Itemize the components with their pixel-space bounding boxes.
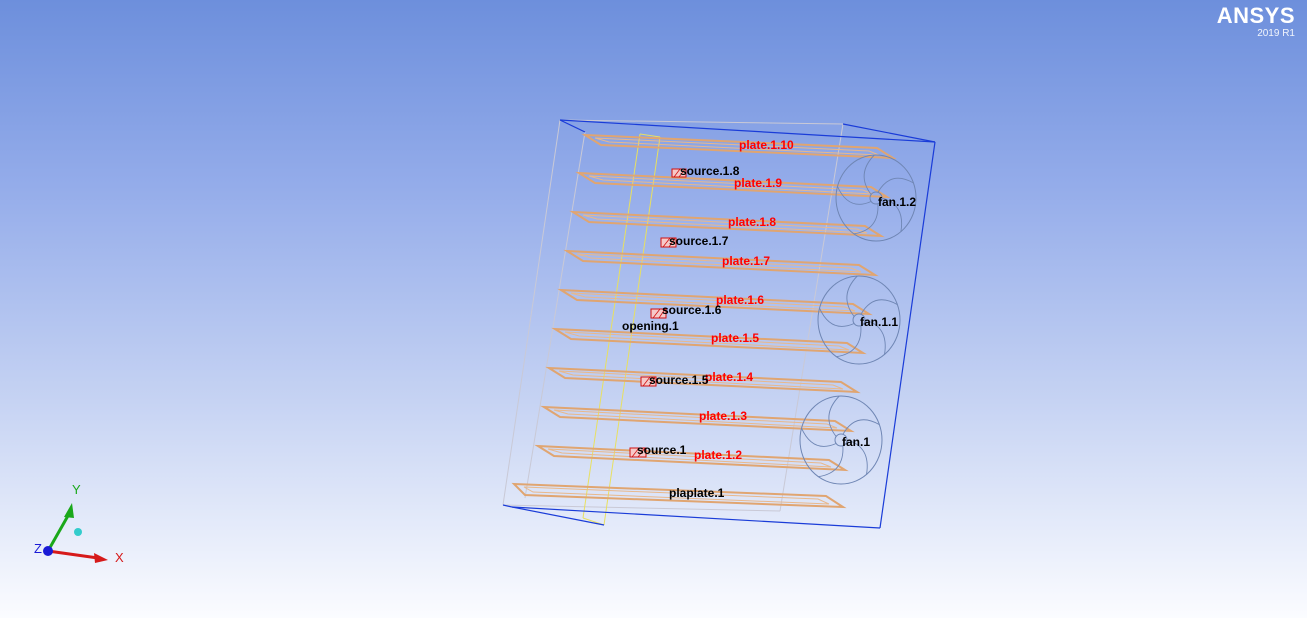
- plate-label[interactable]: plate.1.9: [734, 176, 782, 190]
- source-label[interactable]: source.1.6: [662, 303, 722, 317]
- plate-inner-outline: [576, 253, 862, 273]
- fan-blade: [863, 154, 875, 195]
- ansys-logo: ANSYS 2019 R1: [1217, 4, 1295, 40]
- fan-shape[interactable]: [835, 154, 917, 242]
- cabinet-front-edges: [502, 119, 936, 529]
- fan-blade: [853, 203, 879, 235]
- plates-group: [511, 133, 897, 509]
- plate-shape[interactable]: [540, 405, 855, 433]
- opening-label[interactable]: opening.1: [622, 319, 679, 333]
- source-marker[interactable]: [650, 308, 667, 319]
- plate-inner-outline: [588, 175, 874, 195]
- plate-shape[interactable]: [551, 327, 867, 355]
- fan-blade: [837, 186, 872, 205]
- fan-rim: [817, 275, 901, 365]
- sources-group: [629, 168, 687, 458]
- plate-inner-outline: [582, 214, 868, 234]
- axis-z-label: Z: [34, 541, 42, 556]
- plate-shape[interactable]: [534, 444, 849, 472]
- plate-shape[interactable]: [575, 171, 891, 199]
- source-label[interactable]: source.1.7: [669, 234, 729, 248]
- labels-group: plate.1.10 plate.1.9 plate.1.8 plate.1.7…: [622, 138, 916, 500]
- axis-triad[interactable]: X Y Z: [34, 482, 124, 565]
- fan-blade: [877, 177, 914, 193]
- source-marker[interactable]: [660, 237, 677, 248]
- source-marker[interactable]: [640, 376, 657, 387]
- fan-blade: [842, 419, 880, 435]
- source-label[interactable]: source.1: [637, 443, 687, 457]
- plate-label[interactable]: plaplate.1: [669, 486, 725, 500]
- source-marker[interactable]: [629, 447, 647, 458]
- fan-rim: [799, 395, 883, 485]
- plate-shape[interactable]: [545, 366, 861, 394]
- plate-inner-outline: [558, 370, 844, 390]
- fan-blade: [860, 299, 898, 315]
- plate-shape[interactable]: [557, 288, 873, 316]
- fan-blade: [801, 428, 837, 447]
- plate-shape[interactable]: [511, 482, 847, 509]
- fans-group: [799, 154, 917, 485]
- plate-label[interactable]: plate.1.4: [705, 370, 753, 384]
- plate-label[interactable]: plate.1.7: [722, 254, 770, 268]
- plate-label[interactable]: plate.1.6: [716, 293, 764, 307]
- fan-blade: [836, 325, 862, 358]
- source-marker[interactable]: [671, 168, 687, 178]
- plate-inner-outline: [553, 409, 838, 429]
- plate-inner-outline: [547, 448, 832, 468]
- plate-label[interactable]: plate.1.2: [694, 448, 742, 462]
- plate-shape[interactable]: [569, 210, 885, 238]
- plate-shape[interactable]: [563, 249, 879, 277]
- fan-blade: [864, 319, 886, 355]
- fan-shape[interactable]: [817, 275, 901, 365]
- plate-inner-outline: [570, 292, 856, 312]
- fan-shape[interactable]: [799, 395, 883, 485]
- plate-label[interactable]: plate.1.10: [739, 138, 794, 152]
- plate-inner-outline: [523, 486, 830, 505]
- fan-label[interactable]: fan.1: [842, 435, 870, 449]
- fan-blade: [881, 197, 903, 232]
- version-label: 2019 R1: [1257, 28, 1295, 39]
- source-label[interactable]: source.1.5: [649, 373, 709, 387]
- plate-shape[interactable]: [581, 133, 897, 160]
- fan-blade: [846, 439, 868, 475]
- fan-rim: [835, 154, 917, 242]
- fan-blade: [819, 308, 855, 327]
- fan-label[interactable]: fan.1.1: [860, 315, 898, 329]
- plate-label[interactable]: plate.1.5: [711, 331, 759, 345]
- axis-y-label: Y: [72, 482, 81, 497]
- source-label[interactable]: source.1.8: [680, 164, 740, 178]
- plate-label[interactable]: plate.1.8: [728, 215, 776, 229]
- fan-blade: [828, 395, 840, 437]
- axis-x-label: X: [115, 550, 124, 565]
- plate-inner-outline: [564, 331, 850, 351]
- fan-blade: [846, 275, 858, 317]
- fan-label[interactable]: fan.1.2: [878, 195, 916, 209]
- brand-name: ANSYS: [1216, 3, 1295, 28]
- plate-label[interactable]: plate.1.3: [699, 409, 747, 423]
- fan-blade: [818, 445, 844, 478]
